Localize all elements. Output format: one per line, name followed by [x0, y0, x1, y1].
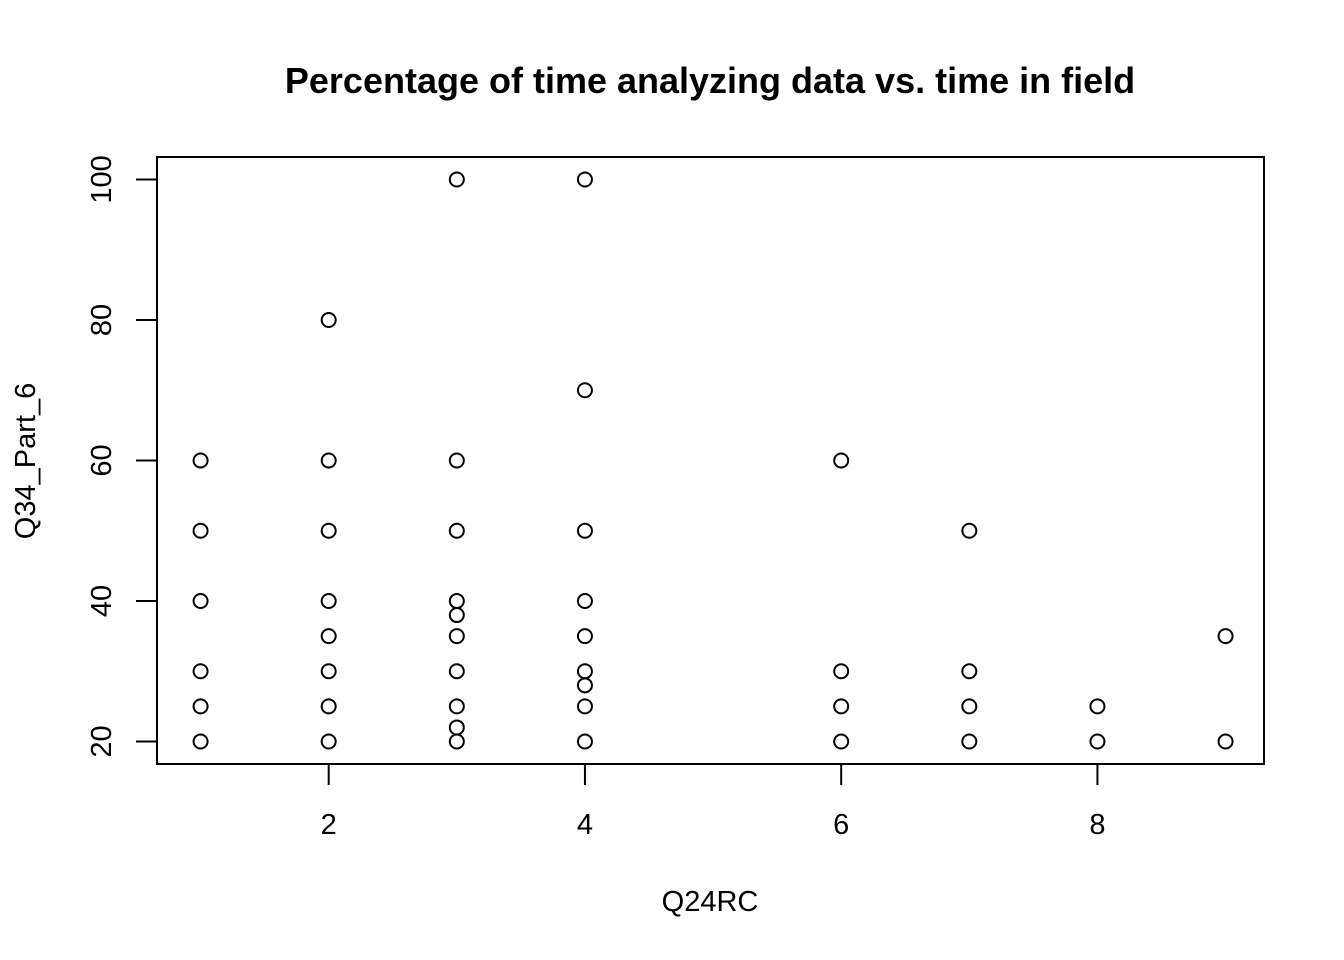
y-tick-label: 60	[86, 444, 118, 476]
chart-title: Percentage of time analyzing data vs. ti…	[285, 60, 1135, 101]
x-axis-label: Q24RC	[662, 886, 759, 918]
x-tick-label: 2	[321, 809, 337, 841]
data-point	[448, 733, 465, 750]
data-point	[833, 733, 850, 750]
y-tick-label: 80	[86, 304, 118, 336]
data-point	[576, 677, 593, 694]
data-point	[192, 698, 209, 715]
data-point	[448, 628, 465, 645]
data-point	[320, 522, 337, 539]
data-point	[961, 663, 978, 680]
x-axis: 2 4 6 8	[321, 763, 1106, 841]
data-point	[448, 522, 465, 539]
data-point	[320, 733, 337, 750]
y-tick-label: 40	[86, 585, 118, 617]
data-point	[448, 698, 465, 715]
data-point	[448, 607, 465, 624]
data-point	[1217, 628, 1234, 645]
data-point	[833, 698, 850, 715]
data-point	[833, 663, 850, 680]
data-point	[961, 733, 978, 750]
data-point	[320, 593, 337, 610]
data-point	[192, 733, 209, 750]
data-point	[448, 719, 465, 736]
data-point	[576, 171, 593, 188]
data-points	[192, 171, 1234, 750]
data-point	[576, 593, 593, 610]
data-point	[576, 522, 593, 539]
data-point	[448, 452, 465, 469]
data-point	[192, 522, 209, 539]
data-point	[320, 311, 337, 328]
data-point	[833, 452, 850, 469]
data-point	[1089, 698, 1106, 715]
y-axis: 20 40 60 80 100	[86, 155, 158, 758]
data-point	[576, 663, 593, 680]
data-point	[448, 663, 465, 680]
data-point	[448, 593, 465, 610]
data-point	[1217, 733, 1234, 750]
y-tick-label: 100	[86, 155, 118, 203]
data-point	[961, 522, 978, 539]
data-point	[576, 698, 593, 715]
x-tick-label: 8	[1089, 809, 1105, 841]
data-point	[448, 171, 465, 188]
data-point	[192, 593, 209, 610]
data-point	[961, 698, 978, 715]
y-axis-label: Q34_Part_6	[10, 383, 42, 539]
data-point	[576, 382, 593, 399]
x-tick-label: 4	[577, 809, 593, 841]
data-point	[192, 452, 209, 469]
data-point	[320, 452, 337, 469]
x-tick-label: 6	[833, 809, 849, 841]
data-point	[320, 663, 337, 680]
data-point	[576, 628, 593, 645]
data-point	[192, 663, 209, 680]
plot-frame	[156, 156, 1265, 765]
data-point	[576, 733, 593, 750]
data-point	[320, 628, 337, 645]
data-point	[320, 698, 337, 715]
data-point	[1089, 733, 1106, 750]
y-tick-label: 20	[86, 725, 118, 757]
